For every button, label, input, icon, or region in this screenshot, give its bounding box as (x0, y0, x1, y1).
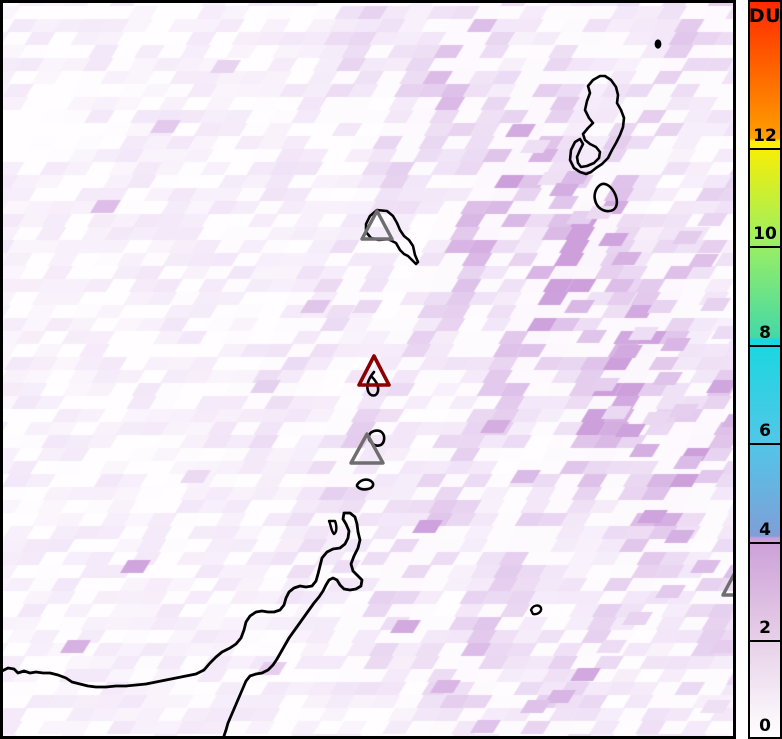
colorbar-tick-label-6: 6 (759, 421, 771, 441)
colorbar-tick-10 (748, 246, 782, 248)
coastline-north-island (364, 208, 420, 266)
colorbar-tick-label-8: 8 (759, 323, 771, 343)
colorbar-tick-label-2: 2 (759, 618, 771, 638)
colorbar-canvas (750, 2, 780, 737)
volcano-marker-south-triangle[interactable] (349, 432, 385, 465)
colorbar-tick-6 (748, 443, 782, 445)
colorbar: DU 12 10 8 6 4 2 0 (748, 0, 782, 739)
volcano-marker-east-edge-triangle[interactable] (721, 565, 736, 597)
colorbar-tick-label-0: 0 (759, 716, 771, 736)
colorbar-tick-label-10: 10 (753, 224, 777, 244)
coastline-main-landmass (0, 511, 364, 738)
colorbar-tick-2 (748, 640, 782, 642)
coastline-islet-peninsula-top (327, 519, 338, 536)
coastline-northeast-islet (593, 182, 619, 213)
colorbar-tick-4 (748, 542, 782, 544)
islet-dot-northeast (654, 39, 662, 49)
coastline-small-islet-south (355, 478, 375, 491)
volcano-marker-center-active-triangle[interactable] (357, 354, 391, 387)
colorbar-tick-12 (748, 148, 782, 150)
colorbar-tick-label-4: 4 (759, 520, 771, 540)
volcano-marker-layer (349, 39, 736, 597)
volcano-marker-north-triangle[interactable] (360, 209, 394, 241)
coastline-northeast-island (568, 74, 626, 176)
colorbar-tick-label-12: 12 (753, 126, 777, 146)
colorbar-tick-8 (748, 345, 782, 347)
map-panel[interactable] (0, 0, 736, 739)
coastline-center-hook (366, 370, 380, 397)
colorbar-unit-label: DU (748, 5, 782, 27)
colorbar-gradient-strip (748, 0, 782, 739)
coastline-islet-bottom (529, 604, 543, 616)
